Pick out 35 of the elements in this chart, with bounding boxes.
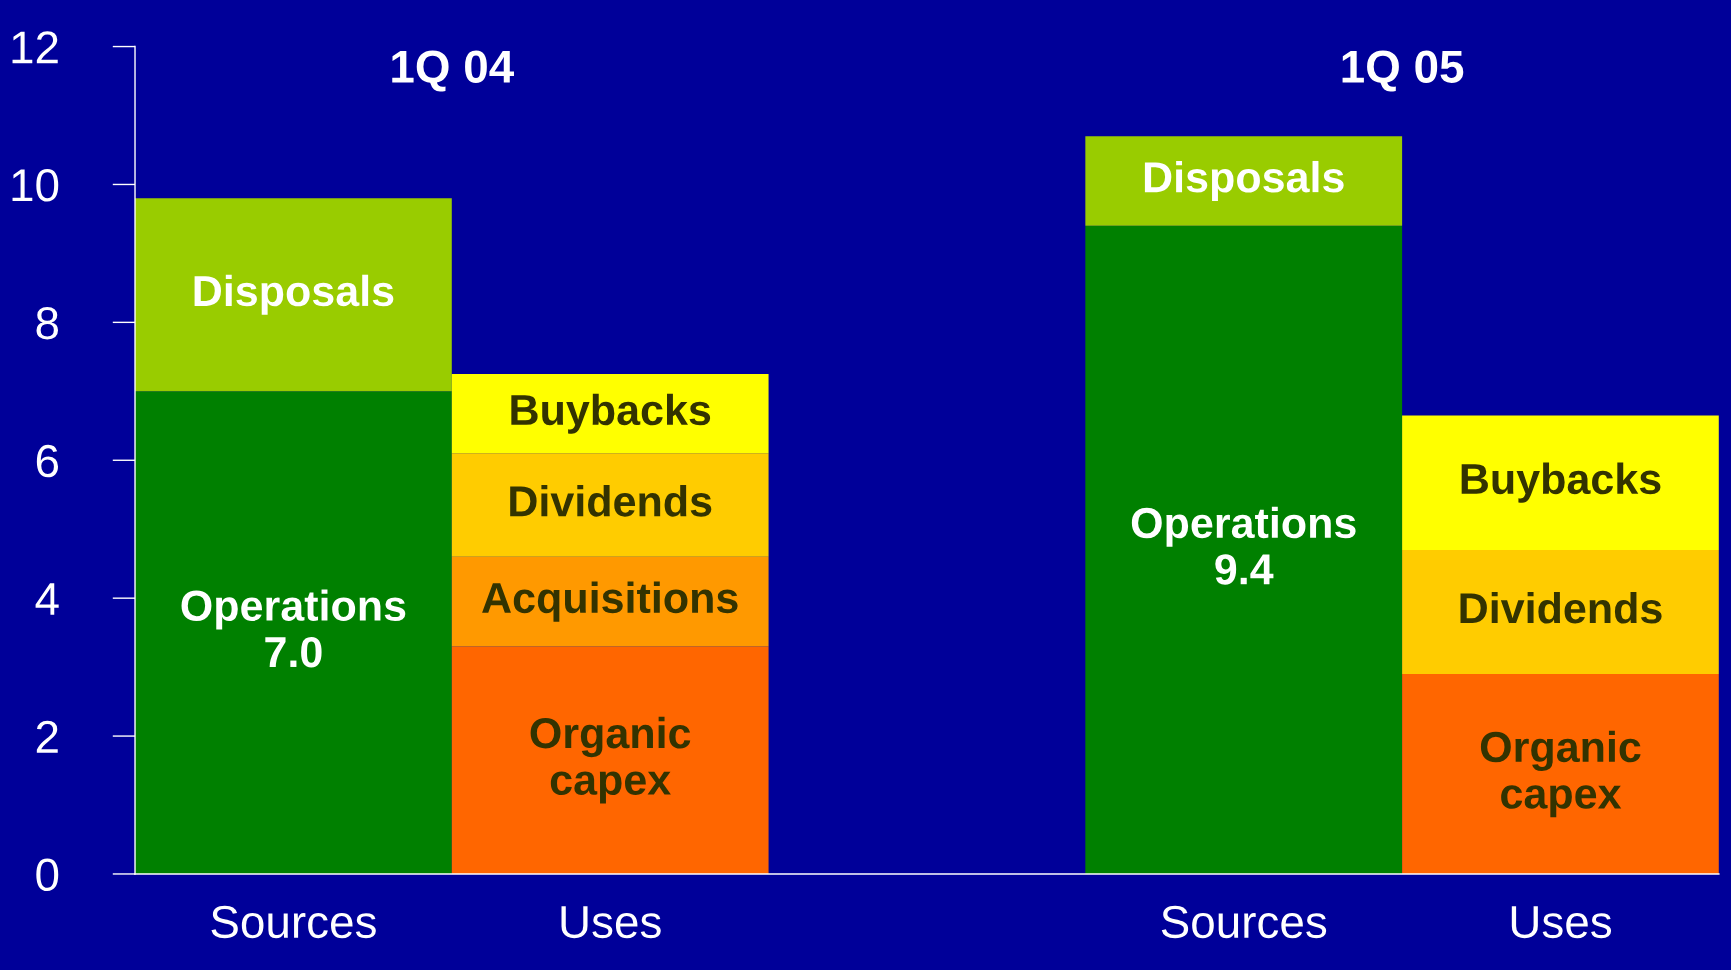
bar — [451, 646, 769, 874]
y-tick-label: 10 — [12, 169, 59, 202]
bar — [135, 391, 452, 874]
text: Disposals — [194, 274, 394, 315]
series-label: Dividends — [510, 485, 712, 517]
series-label: Buybacks — [511, 393, 711, 434]
bar — [135, 198, 452, 392]
y-tick-label: 0 — [36, 858, 59, 892]
bar — [1085, 225, 1403, 874]
text: Organic capex — [530, 716, 691, 804]
y-tick-label: 2 — [36, 720, 58, 753]
y-tick-label: 6 — [36, 444, 59, 478]
annotation: 1Q 05 — [1342, 50, 1464, 92]
y-tick-label: 8 — [36, 306, 59, 340]
bar — [1402, 674, 1719, 874]
series-label: Acquisitions — [482, 581, 738, 622]
annotation: 1Q 04 — [392, 50, 514, 92]
x-tick-label: Sources — [1161, 905, 1327, 939]
series-label: Disposals — [1144, 160, 1344, 202]
y-tick-label: 4 — [35, 583, 59, 615]
text: Operations — [1131, 506, 1356, 547]
text: Buybacks — [1461, 462, 1661, 503]
series-label: Organic capex — [1480, 730, 1641, 818]
x-tick-label: Sources — [211, 905, 376, 939]
data-label: 9.4 — [1215, 554, 1274, 585]
text: Dividends — [1460, 591, 1662, 624]
bar — [1402, 549, 1719, 675]
x-tick-label: Uses — [561, 906, 661, 939]
bar — [451, 453, 769, 557]
y-tick-label: 12 — [12, 31, 58, 64]
bar — [1085, 136, 1403, 226]
x-tick-label: Uses — [1511, 906, 1612, 939]
data-label: 7.0 — [265, 636, 322, 668]
series-label: Operations — [181, 589, 406, 630]
bar — [1402, 415, 1719, 550]
